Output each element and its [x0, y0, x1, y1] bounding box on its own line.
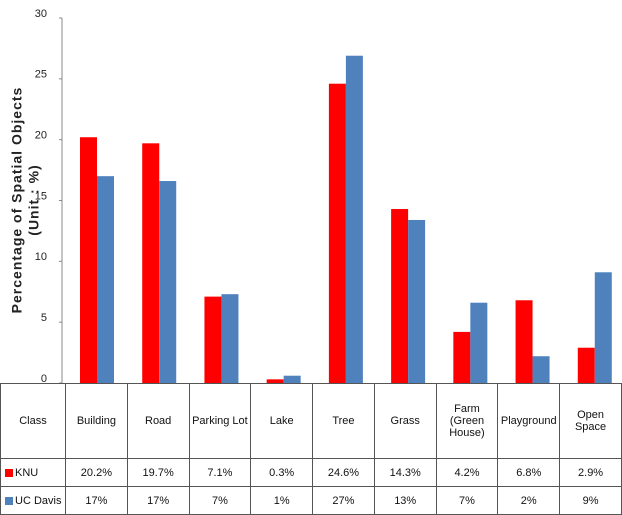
- value-label: 9%: [559, 486, 622, 515]
- y-tick-label: 25: [35, 69, 47, 81]
- legend-label: KNU: [15, 466, 39, 479]
- bar: [532, 356, 550, 383]
- legend-entry: UC Davis: [0, 486, 66, 515]
- bar: [142, 143, 160, 383]
- value-label: 27%: [312, 486, 375, 515]
- category-label: Grass: [373, 383, 437, 459]
- y-tick-label: 30: [35, 8, 47, 20]
- value-label: 1%: [250, 486, 314, 515]
- y-tick-label: 5: [41, 312, 47, 324]
- category-label: Lake: [250, 383, 314, 459]
- series-row: UC Davis 17% 17% 7% 1% 27% 13% 7% 2% 9%: [0, 486, 622, 515]
- category-label: Playground: [497, 383, 561, 459]
- value-label: 19.7%: [126, 458, 190, 487]
- y-axis-label: (Unit : %): [26, 164, 42, 235]
- value-label: 6.8%: [497, 458, 561, 487]
- category-label: Open Space: [559, 383, 622, 459]
- value-label: 14.3%: [373, 458, 437, 487]
- bar: [470, 302, 488, 383]
- y-tick-label: 20: [35, 130, 47, 142]
- bar: [453, 331, 471, 383]
- bar: [266, 379, 284, 383]
- category-label: Parking Lot: [188, 383, 252, 459]
- y-tick-label: 15: [35, 190, 47, 202]
- bar: [391, 209, 409, 383]
- y-tick-label: 0: [41, 373, 47, 384]
- legend-entry: KNU: [0, 458, 66, 487]
- value-label: 7.1%: [188, 458, 252, 487]
- legend-swatch: [5, 468, 13, 477]
- value-label: 17%: [126, 486, 190, 515]
- category-label: Road: [126, 383, 190, 459]
- bar: [408, 219, 426, 383]
- category-label: Farm (Green House): [435, 383, 499, 459]
- legend-swatch: [5, 496, 13, 505]
- y-tick-label: 10: [35, 251, 47, 263]
- chart: Percentage of Spatial Objects (Unit : %)…: [9, 8, 612, 385]
- series-row: KNU 20.2% 19.7% 7.1% 0.3% 24.6% 14.3% 4.2% 6.8% 2…: [0, 458, 622, 487]
- bar: [204, 296, 222, 383]
- value-label: 24.6%: [312, 458, 375, 487]
- bar: [577, 347, 595, 383]
- value-label: 2.9%: [559, 458, 622, 487]
- value-label: 20.2%: [65, 458, 128, 487]
- bar: [515, 300, 533, 383]
- bar: [221, 294, 239, 383]
- legend-label: UC Davis: [15, 494, 62, 507]
- value-label: 7%: [188, 486, 252, 515]
- bar: [328, 83, 346, 383]
- value-label: 17%: [65, 486, 128, 515]
- category-label: Tree: [312, 383, 375, 459]
- bar: [345, 55, 363, 383]
- category-label: Building: [65, 383, 128, 459]
- value-label: 2%: [497, 486, 561, 515]
- value-label: 13%: [373, 486, 437, 515]
- bar: [594, 272, 612, 383]
- bar: [159, 181, 177, 383]
- bar: [283, 375, 301, 383]
- header-cell: Class: [0, 383, 66, 459]
- data-table: Class Building Road Parking Lot Lake Tree Gras…: [0, 383, 622, 515]
- value-label: 0.3%: [250, 458, 314, 487]
- table-header-row: Class Building Road Parking Lot Lake Tree Gras…: [0, 383, 622, 459]
- bar: [97, 176, 114, 383]
- value-label: 7%: [435, 486, 499, 515]
- value-label: 4.2%: [435, 458, 499, 487]
- y-axis-label: Percentage of Spatial Objects: [9, 87, 25, 314]
- bar: [80, 137, 97, 383]
